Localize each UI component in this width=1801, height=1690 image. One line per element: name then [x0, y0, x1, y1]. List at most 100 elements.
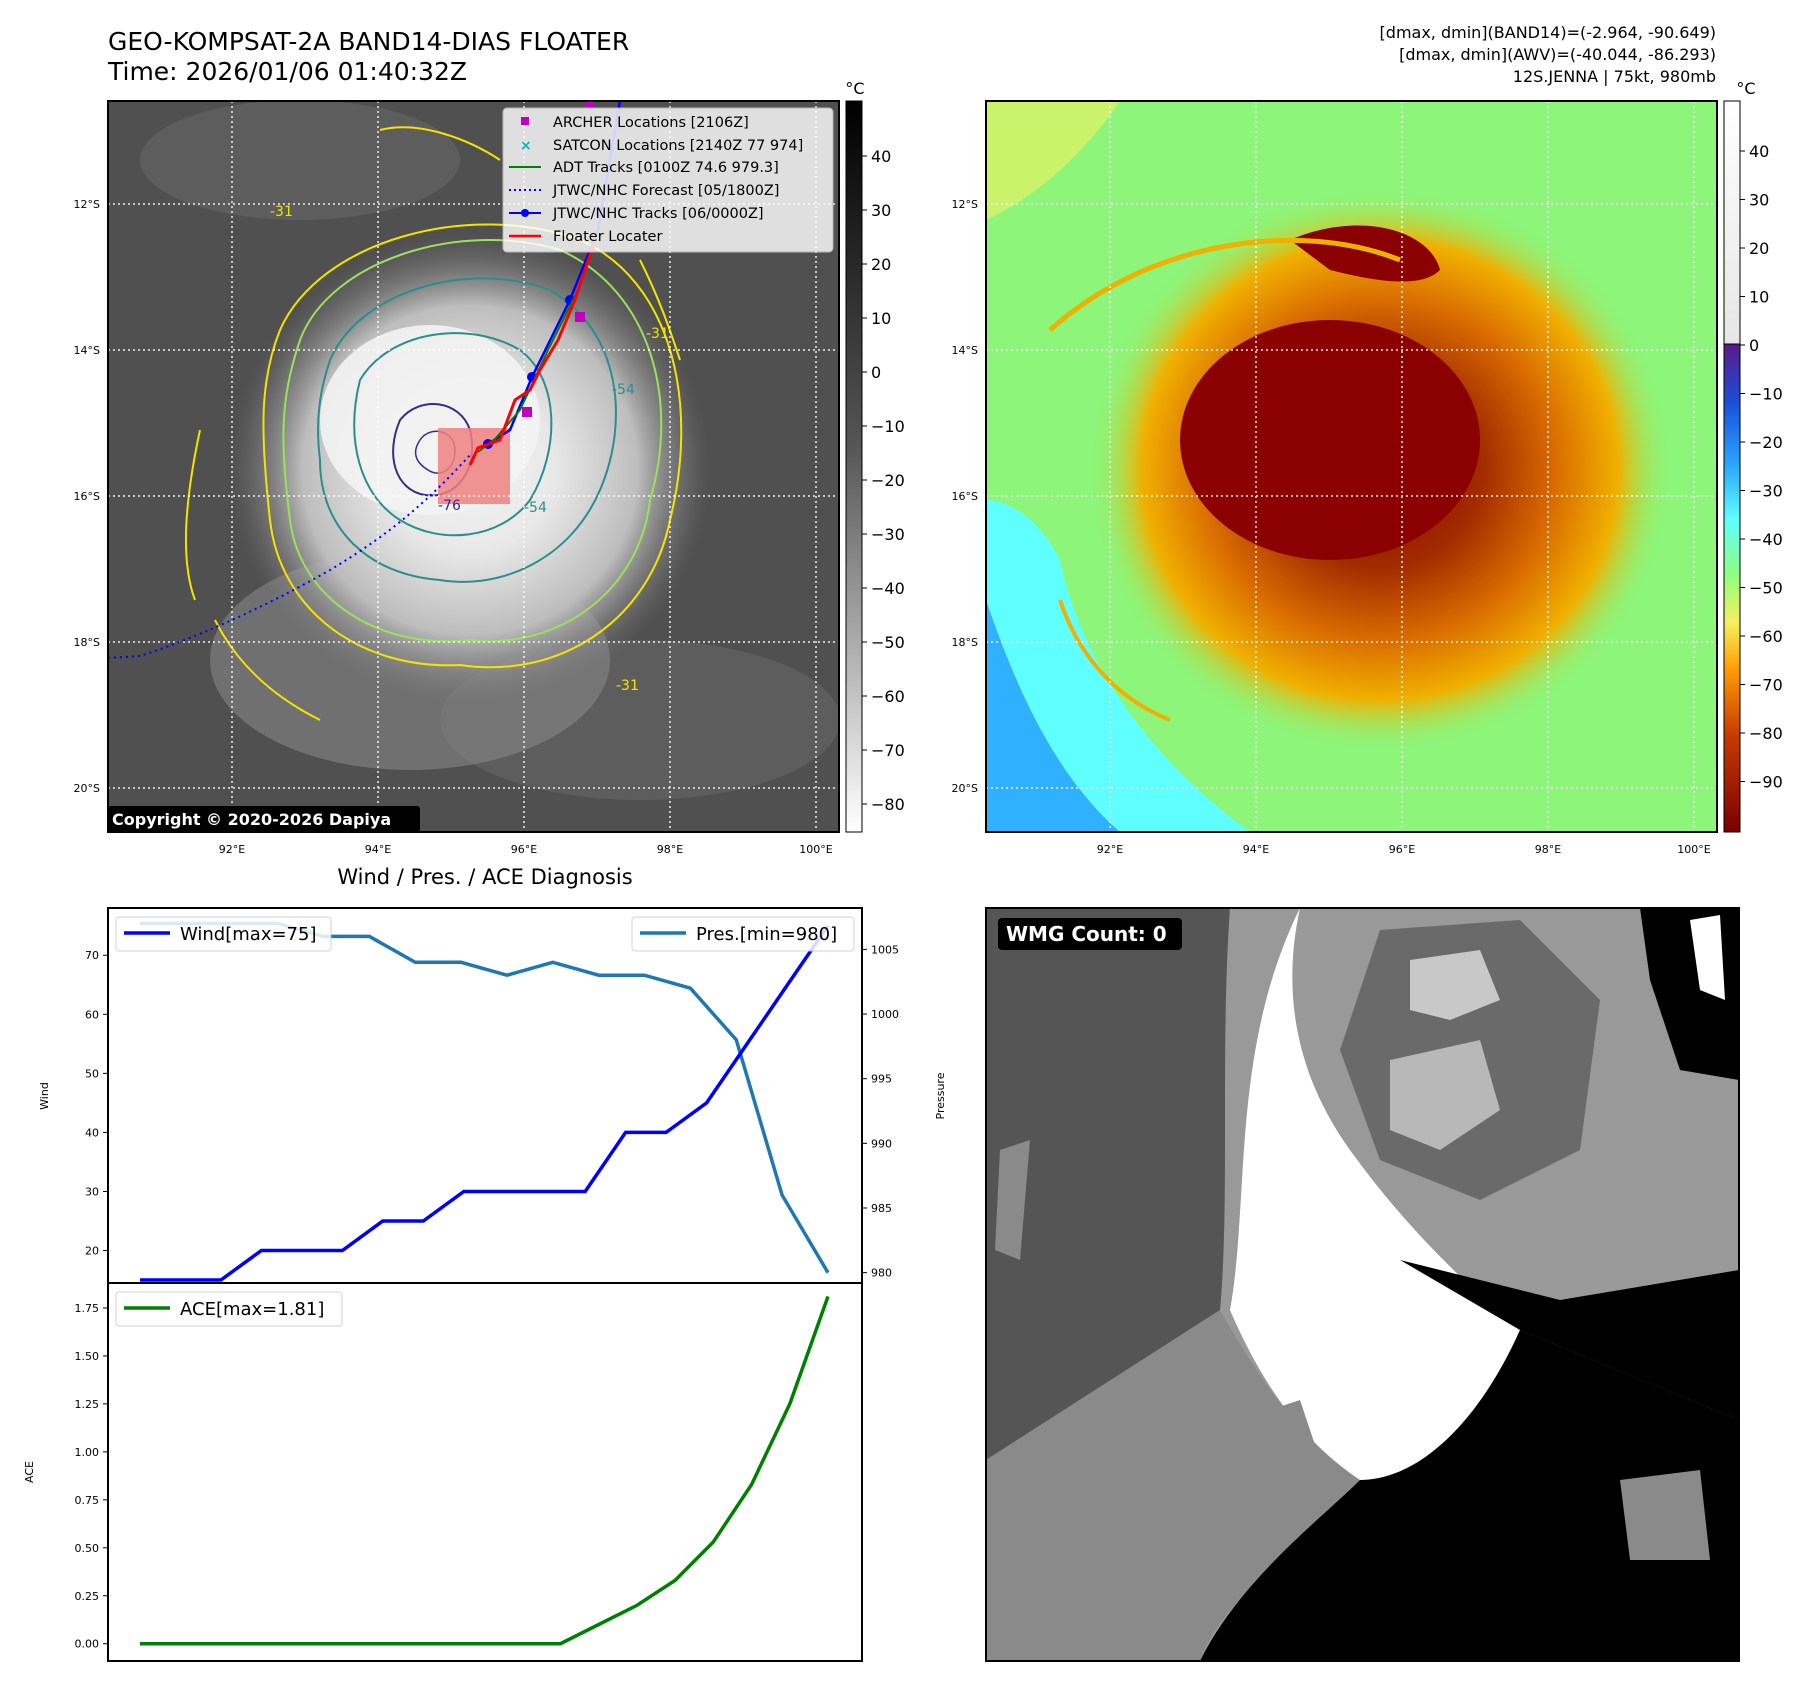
colorbar-tick-label: 30 — [1749, 191, 1769, 210]
awv-colorbar-unit: °C — [1736, 79, 1755, 98]
pressure-tick-label: 990 — [871, 1137, 892, 1150]
colorbar-tick-label: −40 — [871, 579, 905, 598]
pressure-tick-label: 995 — [871, 1073, 892, 1086]
wind-tick-label: 50 — [85, 1067, 99, 1080]
pressure-tick-label: 985 — [871, 1202, 892, 1215]
lat-label: 12°S — [952, 198, 978, 211]
lat-label: 18°S — [952, 636, 978, 649]
lon-label: 100°E — [799, 843, 832, 856]
colorbar-tick-label: 10 — [1749, 288, 1769, 307]
colorbar-tick-label: −80 — [871, 795, 905, 814]
colorbar-tick-label: 0 — [871, 363, 881, 382]
awv-axis-labels: 12°S 14°S 16°S 18°S 20°S 92°E 94°E 96°E … — [952, 198, 1711, 856]
wmg-count-badge — [998, 918, 1182, 950]
colorbar-tick-label: 20 — [1749, 239, 1769, 258]
wmg-panel: WMG Count: 0 — [985, 907, 1740, 1662]
ace-tick-label: 0.25 — [75, 1590, 100, 1603]
ace-tick-label: 1.75 — [75, 1302, 100, 1315]
ir-axis-labels: 12°S 14°S 16°S 18°S 20°S 92°E 94°E 96°E … — [74, 198, 833, 856]
colorbar-tick-label: −50 — [1749, 579, 1783, 598]
legend-floater: Floater Locater — [553, 229, 662, 245]
ace-axis-label: ACE — [23, 1461, 36, 1483]
archer-marker-icon — [521, 117, 529, 125]
pressure-tick-label: 980 — [871, 1267, 892, 1280]
lon-label: 98°E — [657, 843, 683, 856]
ace-tick-label: 0.75 — [75, 1494, 100, 1507]
ace-tick-label: 1.25 — [75, 1398, 100, 1411]
awv-colorbar: °C 40 30 20 10 0 −10 −20 −30 −40 −50 −60 −70 −80 −90 — [1723, 79, 1783, 833]
colorbar-tick-label: 40 — [1749, 142, 1769, 161]
colorbar-tick-label: −50 — [871, 633, 905, 652]
ace-legend: ACE[max=1.81] — [180, 1299, 324, 1320]
colorbar-tick-label: 10 — [871, 309, 891, 328]
lon-label: 94°E — [1243, 843, 1269, 856]
wind-tick-label: 70 — [85, 949, 99, 962]
figure-title: GEO-KOMPSAT-2A BAND14-DIAS FLOATER — [108, 27, 629, 56]
colorbar-tick-label: −20 — [1749, 433, 1783, 452]
copyright-badge — [108, 806, 420, 832]
colorbar-tick-label: −90 — [1749, 773, 1783, 792]
legend-satcon: SATCON Locations [2140Z 77 974] — [553, 138, 803, 154]
legend-adt: ADT Tracks [0100Z 74.6 979.3] — [553, 160, 779, 176]
wind-axis-label: Wind — [38, 1082, 51, 1110]
colorbar-tick-label: −40 — [1749, 530, 1783, 549]
storm-info: 12S.JENNA | 75kt, 980mb — [1513, 67, 1716, 86]
lon-label: 100°E — [1677, 843, 1710, 856]
lat-label: 16°S — [952, 490, 978, 503]
lon-label: 96°E — [1389, 843, 1415, 856]
awv-image — [986, 101, 1717, 832]
colorbar-tick-label: −30 — [1749, 482, 1783, 501]
legend-forecast: JTWC/NHC Forecast [05/1800Z] — [552, 183, 779, 199]
legend-archer: ARCHER Locations [2106Z] — [553, 115, 749, 131]
colorbar-tick-label: −70 — [871, 741, 905, 760]
wind-tick-label: 40 — [85, 1126, 99, 1139]
satcon-marker-icon: × — [520, 138, 532, 154]
awv-panel — [985, 100, 1718, 833]
pressure-tick-label: 1000 — [871, 1008, 899, 1021]
wmg-image — [986, 908, 1739, 1661]
contour-label: -54 — [612, 382, 635, 398]
lat-label: 14°S — [74, 344, 100, 357]
colorbar-tick-label: 30 — [871, 201, 891, 220]
colorbar-tick-label: −70 — [1749, 676, 1783, 695]
ace-chart: ACE 0.00 0.25 0.50 0.75 1.00 1.25 1.50 1.75 ACE… — [23, 1282, 863, 1662]
pressure-legend: Pres.[min=980] — [696, 924, 837, 945]
colorbar-tick-label: 0 — [1749, 336, 1759, 355]
colorbar-tick-label: 20 — [871, 255, 891, 274]
ir-satellite-panel: -31 -54 -54 -76 -31 -31 ARCHER Locations… — [107, 100, 840, 833]
wind-legend: Wind[max=75] — [180, 924, 317, 945]
colorbar-tick-label: −20 — [871, 471, 905, 490]
wind-tick-label: 30 — [85, 1185, 99, 1198]
colorbar-tick-label: −30 — [871, 525, 905, 544]
copyright-text: Copyright © 2020-2026 Dapiya — [112, 810, 391, 829]
ace-tick-label: 1.50 — [75, 1350, 100, 1363]
diagnosis-title: Wind / Pres. / ACE Diagnosis — [337, 865, 632, 889]
wind-series-line — [140, 924, 830, 1282]
lon-label: 92°E — [1097, 843, 1123, 856]
ir-colorbar-unit: °C — [845, 79, 864, 98]
figure-timestamp: Time: 2026/01/06 01:40:32Z — [107, 57, 467, 86]
wind-tick-label: 20 — [85, 1245, 99, 1258]
pressure-tick-label: 1005 — [871, 943, 899, 956]
colorbar-tick-label: 40 — [871, 147, 891, 166]
ace-tick-label: 0.50 — [75, 1542, 100, 1555]
wmg-count-text: WMG Count: 0 — [1006, 922, 1167, 946]
lon-label: 96°E — [511, 843, 537, 856]
contour-label: -76 — [438, 498, 461, 514]
colorbar-tick-label: −80 — [1749, 724, 1783, 743]
ace-tick-label: 1.00 — [75, 1446, 100, 1459]
wind-pressure-chart: Wind Pressure 20 30 40 50 60 70 980 985 990 995 1… — [38, 907, 947, 1284]
lat-label: 20°S — [74, 782, 100, 795]
lat-label: 16°S — [74, 490, 100, 503]
pressure-axis-label: Pressure — [934, 1072, 947, 1119]
colorbar-tick-label: −60 — [871, 687, 905, 706]
lat-label: 12°S — [74, 198, 100, 211]
colorbar-tick-label: −10 — [1749, 385, 1783, 404]
awv-range-info: [dmax, dmin](AWV)=(-40.044, -86.293) — [1399, 45, 1716, 64]
ace-tick-label: 0.00 — [75, 1638, 100, 1651]
lat-label: 14°S — [952, 344, 978, 357]
lon-label: 92°E — [219, 843, 245, 856]
lat-label: 20°S — [952, 782, 978, 795]
lon-label: 98°E — [1535, 843, 1561, 856]
